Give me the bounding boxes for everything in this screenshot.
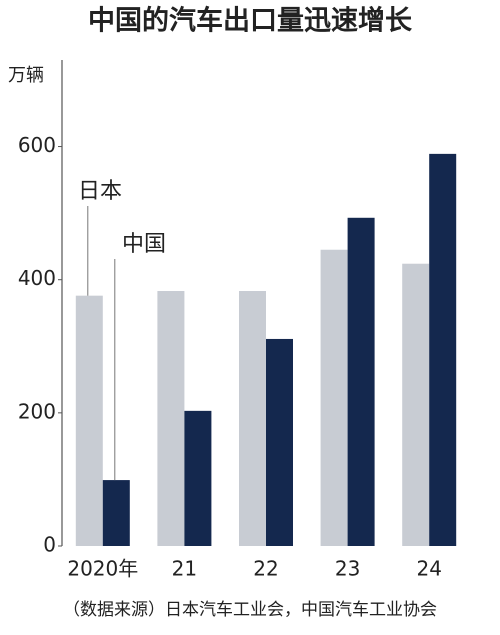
y-tick-label: 600 — [18, 133, 56, 157]
x-tick-label: 22 — [253, 557, 278, 581]
bar — [184, 410, 212, 546]
y-tick-label: 0 — [43, 533, 56, 557]
bar — [102, 480, 130, 546]
bar — [320, 249, 348, 546]
bar — [157, 291, 185, 546]
source-note: （数据来源）日本汽车工业会，中国汽车工业协会 — [63, 600, 437, 620]
bar — [347, 217, 375, 546]
x-tick-label: 23 — [335, 557, 360, 581]
bar — [266, 338, 293, 546]
chart-title: 中国的汽车出口量迅速增长 — [88, 5, 413, 37]
bar — [429, 153, 457, 547]
y-axis-label: 万辆 — [8, 65, 44, 86]
x-tick-label: 2020年 — [67, 557, 138, 581]
legend-label: 中国 — [122, 232, 166, 257]
bar — [239, 291, 266, 546]
y-tick-label: 400 — [18, 266, 56, 290]
y-tick-label: 200 — [18, 399, 56, 423]
bar — [402, 263, 430, 546]
legend-label: 日本 — [78, 179, 122, 204]
x-tick-label: 21 — [172, 557, 197, 581]
bar — [75, 295, 103, 546]
x-tick-label: 24 — [416, 557, 441, 581]
